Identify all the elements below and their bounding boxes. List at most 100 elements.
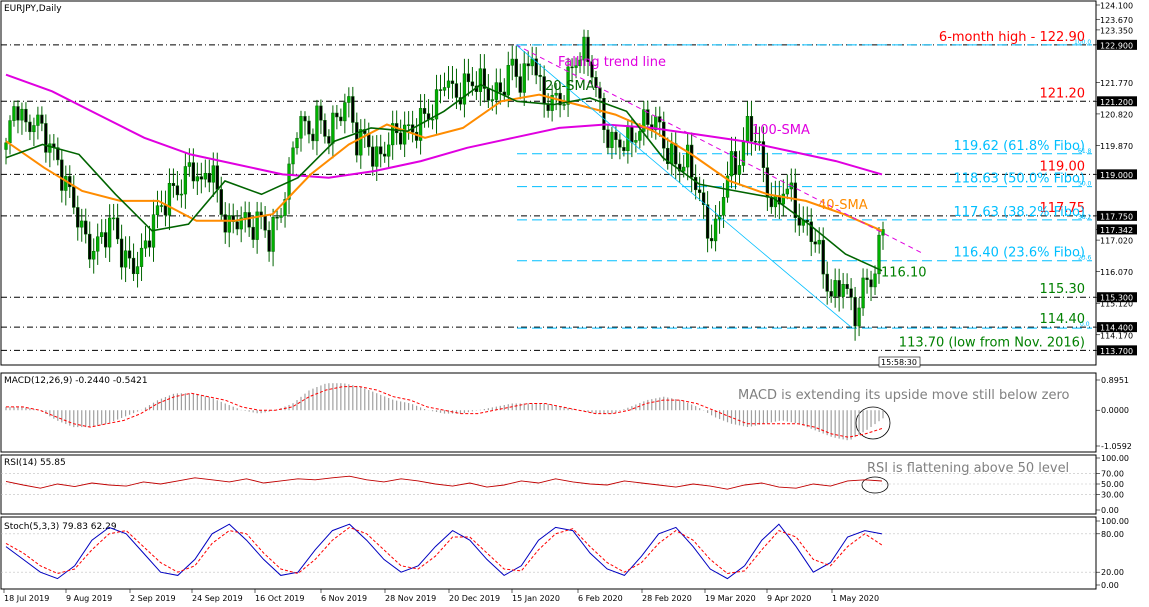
candle-bear [275,216,279,219]
candle-bull [375,146,379,167]
candle-bear [586,36,590,62]
candle-bear [60,159,64,191]
price-tick-label: 121.200 [1100,98,1133,107]
rsi-tick-label: 30.00 [1101,490,1124,499]
candle-bear [414,131,419,141]
candle-bull [359,129,363,156]
candle-bear [267,229,271,252]
sma-100-line [5,73,883,179]
candle-bear [207,172,211,183]
candle-bear [697,189,702,193]
candle-bear [323,120,327,137]
candle-bear [163,205,168,216]
price-tick-label: 120.820 [1100,110,1133,119]
price-tick-label: 124.100 [1100,2,1133,11]
candle-bear [809,221,813,242]
candle-bear [705,204,710,239]
candle-bear [450,80,455,84]
candle-bear [630,125,634,143]
candle-bear [303,116,307,122]
candle-bull [857,307,861,327]
candle-bull [817,239,821,245]
price-tick-label: 122.900 [1100,41,1133,50]
candle-bear [72,186,76,208]
candle-bull [227,215,231,233]
price-tick-label: 123.670 [1100,16,1133,25]
rsi-panel: RSI(14) 55.85 RSI is flattening above 50… [0,454,1129,515]
candle-bull [841,284,845,297]
candle-bull [757,141,762,143]
price-tick-label: 116.070 [1100,268,1133,277]
candle-bear [733,151,738,175]
candle-bull [873,273,877,288]
stoch-tick-label: 100.00 [1101,517,1129,526]
candle-bull [299,116,303,139]
date-tick-label: 15 Jan 2020 [512,594,560,603]
candle-bear [821,239,825,275]
candle-bull [391,123,395,146]
candle-bear [538,74,542,77]
candle-bull [442,87,447,91]
candle-bear [88,233,92,260]
date-tick-label: 28 Feb 2020 [642,594,692,603]
date-tick-label: 19 Mar 2020 [705,594,756,603]
candle-bear [16,106,20,121]
candle-bear [147,240,152,248]
rsi-tick-label: 100.00 [1101,454,1129,463]
candle-bull [107,217,112,248]
price-tick-box [1097,169,1137,180]
level-label: 116.40 (23.6% Fibo) [953,246,1085,261]
candle-bear [674,143,678,165]
date-tick-label: 24 Sep 2019 [192,594,243,603]
candle-bear [422,108,427,114]
candle-bear [797,217,801,226]
macd-tick-label: 0.0000 [1101,406,1129,415]
candle-bear [339,116,343,122]
fibo-tag: 23.6 [1078,255,1092,262]
candle-bull [713,218,718,242]
price-tick-box [1097,322,1137,333]
date-tick-label: 16 Oct 2019 [255,594,304,603]
macd-highlight-circle [855,406,891,440]
stoch-panel: Stoch(5,3,3) 79.83 62.29 100.00 80.00 20.0… [0,516,1129,590]
level-label: 118.63 (50.0% Fibo) [953,172,1085,187]
candle-bull [195,176,199,182]
candle-bull [446,80,451,88]
candle-bull [562,104,566,106]
price-tick-label: 113.700 [1100,347,1133,356]
candle-bear [606,129,610,148]
candle-bear [115,217,120,240]
price-tick-label: 119.000 [1100,171,1133,180]
fibo-swing-line [515,44,852,328]
candle-bear [865,277,869,280]
stoch-tick-label: 20.00 [1101,568,1124,577]
candle-bear [590,61,594,78]
candle-bull [506,65,510,96]
rsi-tick-label: 50.00 [1101,480,1124,489]
candle-bear [646,109,650,125]
candle-bull [510,58,514,66]
candle-bull [211,165,215,183]
candle-bear [371,146,375,167]
candle-bull [566,66,570,105]
candle-bull [92,250,96,260]
candle-bull [550,94,554,111]
candle-bull [143,240,148,249]
candle-bear [199,176,203,180]
candle-bull [239,217,243,230]
candle-bull [578,59,582,67]
date-tick-label: 6 Feb 2020 [578,594,623,603]
date-tick-label: 1 May 2020 [832,594,879,603]
date-tick-label: 28 Nov 2019 [385,594,436,603]
candle-bear [869,279,873,288]
price-tick-label: 114.170 [1100,331,1133,340]
price-tick-label: 123.350 [1100,26,1133,35]
candle-bear [215,165,219,190]
price-tick-label: 115.120 [1100,300,1133,309]
candle-bear [351,96,355,123]
candle-bear [466,73,471,83]
price-tick-box [1097,224,1137,235]
candle-bear [263,214,267,231]
candle-bull [279,215,283,218]
